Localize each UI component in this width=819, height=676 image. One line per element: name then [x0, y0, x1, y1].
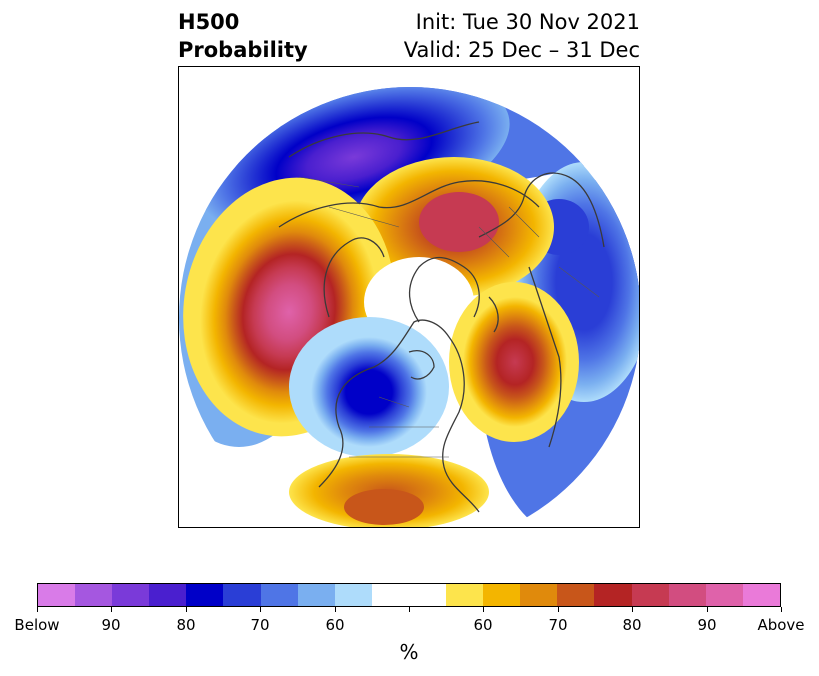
colorbar-tick-label: 90 — [697, 616, 717, 634]
colorbar-segment-above-0 — [446, 584, 484, 606]
init-date: Init: Tue 30 Nov 2021 — [415, 10, 640, 34]
colorbar-tick-label: 60 — [473, 616, 493, 634]
title-variable: H500 — [178, 10, 240, 34]
colorbar-segment-below-5 — [223, 584, 261, 606]
colorbar-tick — [335, 607, 336, 612]
colorbar-segment-below-7 — [297, 584, 335, 606]
colorbar-units: % — [399, 640, 419, 664]
border-outlines — [298, 176, 600, 458]
colorbar-tick-label: 90 — [101, 616, 121, 634]
colorbar-segment-above-6 — [668, 584, 706, 606]
chart-title: H500 Probability — [178, 8, 308, 64]
map-canvas — [179, 87, 639, 527]
colorbar-segment-below-6 — [260, 584, 298, 606]
chart-date-info: Init: Tue 30 Nov 2021 Valid: 25 Dec – 31… — [404, 8, 640, 64]
colorbar-segment-above-3 — [557, 584, 595, 606]
colorbar-tick-label: 80 — [176, 616, 196, 634]
anomaly-field — [179, 87, 639, 527]
colorbar-segment-below-4 — [186, 584, 224, 606]
colorbar-tick — [37, 607, 38, 612]
colorbar-tick — [186, 607, 187, 612]
colorbar-tick-label: Below — [14, 616, 60, 634]
colorbar-tick — [260, 607, 261, 612]
colorbar-tick — [558, 607, 559, 612]
polar-map — [178, 66, 640, 528]
title-type: Probability — [178, 38, 308, 62]
colorbar-tick-label: 60 — [325, 616, 345, 634]
colorbar-segment-above-2 — [520, 584, 558, 606]
colorbar-segment-neutral — [371, 584, 447, 606]
colorbar-segment-below-8 — [334, 584, 372, 606]
colorbar-tick-label: 70 — [250, 616, 270, 634]
colorbar-tick-label: 70 — [548, 616, 568, 634]
colorbar-tick — [781, 607, 782, 612]
colorbar — [37, 583, 781, 607]
colorbar-tick — [632, 607, 633, 612]
coastline-outlines — [278, 121, 605, 513]
colorbar-tick-label: Above — [757, 616, 805, 634]
colorbar-segment-above-7 — [705, 584, 743, 606]
colorbar-tick — [483, 607, 484, 612]
colorbar-segment-below-3 — [149, 584, 187, 606]
colorbar-segment-above-1 — [483, 584, 521, 606]
valid-range: Valid: 25 Dec – 31 Dec — [403, 38, 640, 62]
colorbar-tick-center — [409, 607, 410, 612]
colorbar-tick-label: 80 — [622, 616, 642, 634]
colorbar-segment-below-1 — [75, 584, 113, 606]
colorbar-segment-above-4 — [594, 584, 632, 606]
colorbar-tick — [707, 607, 708, 612]
colorbar-segment-above-8 — [742, 584, 780, 606]
colorbar-tick — [111, 607, 112, 612]
colorbar-segment-below-2 — [112, 584, 150, 606]
colorbar-segment-above-5 — [631, 584, 669, 606]
colorbar-segment-below-0 — [38, 584, 76, 606]
